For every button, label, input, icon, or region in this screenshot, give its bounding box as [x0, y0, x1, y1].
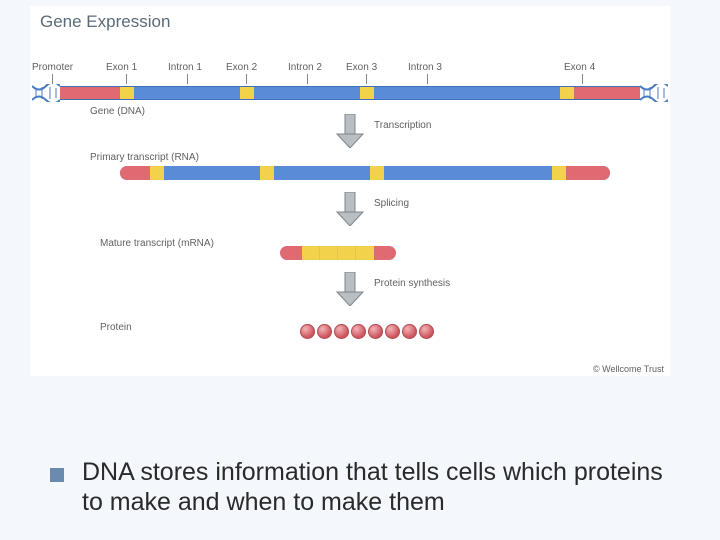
credit-text: © Wellcome Trust — [593, 364, 664, 374]
arrow-splicing — [335, 192, 365, 226]
label-exon2: Exon 2 — [226, 62, 257, 73]
label-mature-row: Mature transcript (mRNA) — [100, 238, 214, 249]
arrow-transcription — [335, 114, 365, 148]
tick — [427, 74, 428, 84]
tick — [52, 74, 53, 84]
tick — [307, 74, 308, 84]
label-intron3: Intron 3 — [408, 62, 442, 73]
label-promoter: Promoter — [32, 62, 73, 73]
tick — [126, 74, 127, 84]
label-intron2: Intron 2 — [288, 62, 322, 73]
gene-expression-diagram: Gene Expression Promoter Exon 1 Intron 1… — [30, 6, 670, 376]
label-exon3: Exon 3 — [346, 62, 377, 73]
label-exon4: Exon 4 — [564, 62, 595, 73]
bullet-square-icon — [50, 468, 64, 482]
tick — [582, 74, 583, 84]
tick — [187, 74, 188, 84]
label-exon1: Exon 1 — [106, 62, 137, 73]
protein-beads — [300, 324, 434, 339]
label-protein-row: Protein — [100, 322, 132, 333]
mature-transcript — [280, 246, 396, 260]
arrow-synthesis — [335, 272, 365, 306]
label-primary-row: Primary transcript (RNA) — [90, 152, 199, 163]
label-splicing: Splicing — [374, 198, 409, 209]
label-transcription: Transcription — [374, 120, 431, 131]
bullet-text: DNA stores information that tells cells … — [82, 458, 680, 517]
tick — [366, 74, 367, 84]
helix-left — [32, 84, 60, 102]
gene-dna-track — [60, 86, 640, 100]
label-synthesis: Protein synthesis — [374, 278, 450, 289]
diagram-title: Gene Expression — [40, 12, 170, 32]
label-intron1: Intron 1 — [168, 62, 202, 73]
helix-right — [640, 84, 668, 102]
tick — [246, 74, 247, 84]
primary-transcript-track — [120, 166, 610, 180]
bullet-point: DNA stores information that tells cells … — [50, 458, 680, 517]
label-gene-row: Gene (DNA) — [90, 106, 145, 117]
